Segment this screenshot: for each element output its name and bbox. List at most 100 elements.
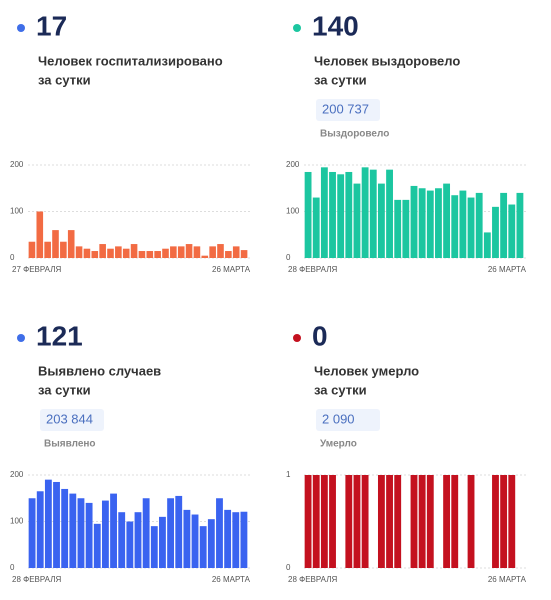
y-tick-label: 0 xyxy=(286,253,291,262)
bar xyxy=(52,230,59,258)
bar xyxy=(217,244,224,258)
bar xyxy=(508,204,516,258)
bar xyxy=(75,246,83,258)
y-tick-label: 1 xyxy=(286,470,291,479)
caption: за сутки xyxy=(38,72,91,87)
total-box xyxy=(316,99,380,121)
bar xyxy=(337,174,345,258)
bar xyxy=(67,230,75,258)
total-label: Выявлено xyxy=(44,439,96,450)
total: 2 090 xyxy=(322,411,355,426)
bar xyxy=(386,475,393,568)
bar xyxy=(361,167,369,258)
bar xyxy=(93,523,101,568)
bar xyxy=(410,475,418,568)
bar xyxy=(122,248,130,258)
total: 203 844 xyxy=(46,411,93,426)
bar xyxy=(361,475,369,568)
bar xyxy=(201,255,209,258)
y-tick-label: 200 xyxy=(10,160,24,169)
bar xyxy=(224,509,232,568)
caption: за сутки xyxy=(314,72,367,87)
bar xyxy=(483,232,491,258)
bar xyxy=(36,211,44,258)
bar xyxy=(320,167,328,258)
bar xyxy=(353,475,361,568)
bar xyxy=(216,498,223,568)
bar xyxy=(99,244,106,258)
bar xyxy=(209,246,216,258)
bar xyxy=(240,511,248,568)
bar xyxy=(386,169,393,258)
bar xyxy=(459,190,467,258)
bar xyxy=(345,171,353,258)
bar xyxy=(159,516,166,568)
bar xyxy=(138,251,146,258)
total: 200 737 xyxy=(322,101,369,116)
y-tick-label: 200 xyxy=(286,160,300,169)
total-box xyxy=(40,409,104,431)
bar xyxy=(394,475,402,568)
bar xyxy=(61,488,69,568)
bar xyxy=(69,493,77,568)
bar xyxy=(443,183,451,258)
headline: 140 xyxy=(312,10,359,41)
bar xyxy=(451,475,459,568)
total-box xyxy=(316,409,380,431)
total-label: Выздоровело xyxy=(320,129,389,140)
bar xyxy=(146,251,154,258)
bar xyxy=(28,498,36,568)
x-tick-label: 26 МАРТА xyxy=(212,265,251,274)
bar xyxy=(320,475,328,568)
bar xyxy=(170,246,177,258)
bar xyxy=(394,199,402,258)
bar xyxy=(312,475,320,568)
bar xyxy=(492,206,499,258)
bar xyxy=(154,251,161,258)
bar xyxy=(44,241,51,258)
bar xyxy=(167,498,175,568)
y-tick-label: 100 xyxy=(10,207,24,216)
total-label: Умерло xyxy=(320,439,357,450)
x-tick-label: 28 ФЕВРАЛЯ xyxy=(288,575,337,584)
bar xyxy=(500,192,508,258)
bar xyxy=(467,475,475,568)
bar xyxy=(426,190,434,258)
caption: Человек умерло xyxy=(314,363,419,378)
status-dot xyxy=(293,24,301,32)
status-dot xyxy=(293,334,301,342)
bar xyxy=(426,475,434,568)
bar xyxy=(142,498,150,568)
bar xyxy=(118,512,126,568)
y-tick-label: 0 xyxy=(10,563,15,572)
caption: за сутки xyxy=(314,382,367,397)
bar xyxy=(91,251,99,258)
bar xyxy=(516,192,524,258)
bar xyxy=(329,475,336,568)
status-dot xyxy=(17,24,25,32)
caption: Выявлено случаев xyxy=(38,363,161,378)
x-tick-label: 26 МАРТА xyxy=(488,265,527,274)
bar xyxy=(345,475,353,568)
bar xyxy=(115,246,122,258)
bar xyxy=(44,479,52,568)
bar xyxy=(500,475,508,568)
bar xyxy=(199,526,207,568)
bar xyxy=(451,195,459,258)
bar xyxy=(185,244,193,258)
bar xyxy=(126,521,134,568)
bar xyxy=(110,493,117,568)
bar xyxy=(193,246,201,258)
bar xyxy=(377,475,385,568)
bar xyxy=(443,475,451,568)
y-tick-label: 0 xyxy=(10,253,15,262)
bar xyxy=(435,188,442,258)
headline: 0 xyxy=(312,320,328,351)
bar xyxy=(60,241,67,258)
bar xyxy=(183,509,191,568)
bar xyxy=(77,498,85,568)
bar xyxy=(377,183,385,258)
bar xyxy=(162,248,169,258)
bar xyxy=(240,250,248,258)
